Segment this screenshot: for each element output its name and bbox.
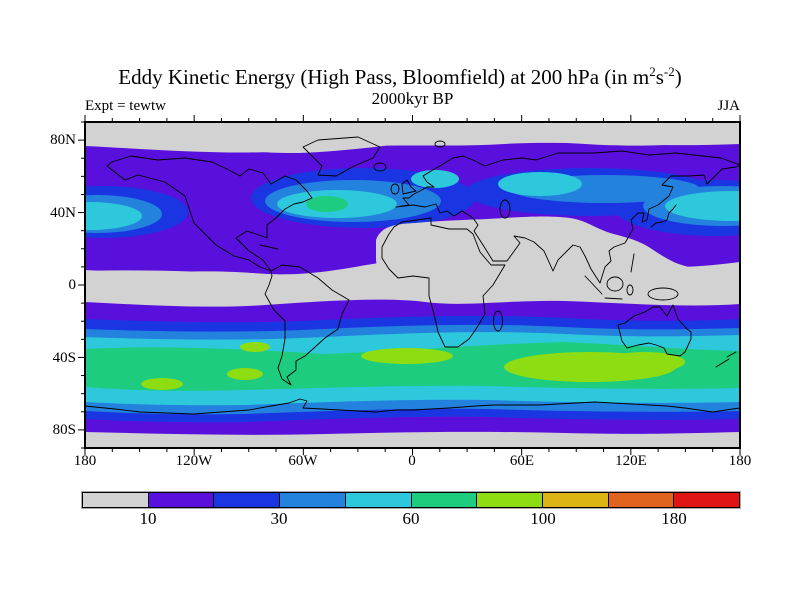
- title-superscript: -2: [663, 64, 675, 79]
- title-text: Eddy Kinetic Energy (High Pass, Bloomfie…: [118, 65, 650, 89]
- title-unit-s: s: [655, 65, 664, 89]
- y-tick-label: 0: [68, 277, 77, 293]
- band-ygreen-australia: [605, 352, 685, 372]
- coastline-japan: [650, 204, 677, 228]
- coastline-australia: [617, 304, 692, 357]
- coastline-sumatra: [584, 275, 603, 295]
- band-cyan-pacific-east: [665, 191, 740, 221]
- x-tick-label: 60E: [509, 453, 535, 469]
- coastline-africa: [381, 217, 506, 348]
- x-tick-label: 120E: [615, 453, 647, 469]
- colorbar: [81, 491, 741, 509]
- y-tick-label: 80S: [52, 422, 76, 438]
- band-ygreen-spacific-2: [240, 342, 270, 352]
- colorbar-label: 180: [661, 509, 687, 528]
- coastline-borneo: [606, 276, 624, 292]
- band-cyan-pacific-west: [85, 202, 142, 230]
- x-tick-label: 120W: [175, 453, 213, 469]
- page-title: Eddy Kinetic Energy (High Pass, Bloomfie…: [0, 64, 800, 90]
- title-text: ): [674, 65, 682, 89]
- contour-fill-layer: [85, 122, 740, 448]
- coastline-greenland: [302, 136, 381, 177]
- coastline-south-america: [264, 264, 350, 386]
- colorbar-segment: [542, 492, 609, 508]
- band-green-atlantic-core: [306, 196, 348, 212]
- coastline-madagascar: [493, 310, 503, 332]
- map-plot: [78, 115, 741, 455]
- coastline-new-zealand: [715, 351, 737, 368]
- colorbar-segment: [674, 492, 741, 508]
- x-tick-label: 0: [408, 453, 416, 469]
- colorbar-segment: [345, 492, 412, 508]
- band-gray-equator: [85, 256, 740, 308]
- season-label: JJA: [717, 98, 740, 114]
- band-cyan-central-asia: [498, 172, 582, 196]
- colorbar-segment: [148, 492, 215, 508]
- coastline-sulawesi: [626, 284, 634, 296]
- coastline-new-guinea: [647, 287, 679, 301]
- colorbar-segment: [82, 492, 149, 508]
- colorbar-label: 60: [402, 509, 420, 528]
- coastline-eurasia: [395, 150, 740, 284]
- coastline-uk: [401, 179, 417, 195]
- coastline-iceland: [373, 162, 387, 172]
- subtitle-time-label: 2000kyr BP: [371, 89, 454, 108]
- x-tick-label: 60W: [288, 453, 318, 469]
- colorbar-label: 30: [270, 509, 288, 528]
- coastline-java: [604, 297, 623, 300]
- band-ygreen-spacific-3: [227, 368, 263, 380]
- band-ygreen-satlantic: [361, 348, 453, 364]
- coastline-caspian: [499, 199, 511, 219]
- coastline-north-america: [106, 155, 313, 272]
- colorbar-segment: [608, 492, 675, 508]
- experiment-label: Expt = tewtw: [85, 98, 166, 114]
- colorbar-label: 100: [530, 509, 556, 528]
- y-tick-label: 40S: [52, 350, 76, 366]
- map-frame: [84, 121, 741, 449]
- y-tick-label: 40N: [50, 205, 76, 221]
- title-superscript: 2: [649, 64, 656, 79]
- band-ygreen-spacific-1: [141, 378, 183, 390]
- band-gray-antarctic: [85, 431, 740, 448]
- colorbar-segment: [280, 492, 346, 508]
- x-tick-label: 180: [728, 453, 752, 469]
- coastline-philippines: [630, 253, 635, 273]
- y-tick-label: 80N: [50, 132, 76, 148]
- colorbar-label: 10: [139, 509, 157, 528]
- x-tick-label: 180: [73, 453, 97, 469]
- coastline-svalbard: [434, 140, 446, 148]
- coastline-antarctica: [85, 398, 740, 415]
- coastline-ireland: [390, 183, 400, 195]
- coastline-cuba: [259, 244, 279, 250]
- coastlines-layer: [85, 136, 740, 415]
- colorbar-segment: [214, 492, 281, 508]
- band-cyan-scandinavia: [411, 170, 459, 188]
- colorbar-segment: [411, 492, 478, 508]
- band-gray-arctic: [85, 122, 740, 154]
- colorbar-segment: [477, 492, 543, 508]
